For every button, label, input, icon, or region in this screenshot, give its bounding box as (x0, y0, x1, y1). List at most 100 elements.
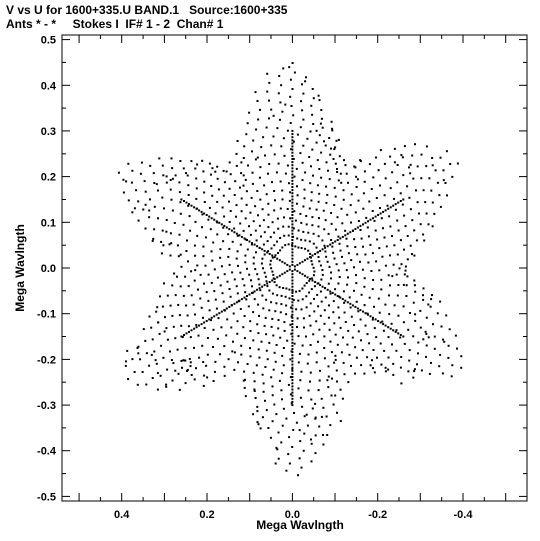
uv-point (354, 246, 357, 248)
uv-point (241, 278, 244, 281)
uv-point (170, 242, 173, 245)
uv-point (266, 72, 269, 75)
uv-point (266, 282, 269, 285)
uv-point (201, 344, 204, 347)
uv-point (291, 338, 294, 341)
uv-point (330, 239, 333, 241)
uv-point (377, 214, 380, 216)
uv-point (311, 216, 314, 219)
uv-point (233, 194, 236, 196)
uv-point (428, 372, 431, 375)
uv-point (233, 278, 236, 281)
uv-point (382, 329, 385, 332)
uv-point (228, 305, 231, 308)
uv-point (333, 361, 336, 364)
uv-point (430, 361, 432, 364)
uv-point (359, 309, 362, 312)
uv-point (131, 169, 134, 172)
uv-point (270, 144, 273, 147)
uv-point (319, 369, 321, 372)
uv-point (243, 386, 246, 389)
uv-point (298, 271, 301, 274)
uv-point (291, 260, 294, 263)
uv-point (339, 249, 342, 252)
uv-point (346, 232, 349, 235)
y-tick-label: -0.3 (37, 400, 56, 412)
uv-point (278, 75, 281, 77)
uv-point (343, 159, 345, 162)
uv-point (243, 315, 246, 317)
uv-point (263, 284, 266, 287)
uv-point (235, 152, 238, 155)
uv-point (347, 276, 349, 279)
uv-point (418, 212, 420, 215)
uv-point (291, 239, 294, 241)
uv-point (288, 268, 291, 271)
uv-point (306, 424, 309, 427)
uv-point (368, 163, 371, 166)
uv-point (256, 273, 259, 276)
uv-point (246, 122, 249, 125)
uv-point (321, 269, 324, 271)
uv-point (409, 244, 412, 247)
uv-point (228, 263, 231, 266)
uv-point (361, 349, 364, 352)
uv-point (346, 301, 349, 304)
uv-point (162, 174, 165, 177)
uv-point (291, 167, 294, 170)
uv-point (210, 250, 213, 253)
uv-point (182, 167, 185, 170)
uv-point (382, 227, 384, 230)
uv-point (212, 346, 214, 348)
uv-point (310, 191, 313, 194)
uv-point (291, 335, 294, 338)
uv-point (263, 231, 266, 234)
uv-point (334, 293, 337, 296)
uv-point (199, 297, 202, 300)
uv-point (301, 161, 304, 164)
uv-point (194, 220, 197, 223)
uv-point (166, 294, 169, 297)
uv-point (199, 273, 202, 276)
uv-point (396, 294, 399, 297)
uv-point (262, 219, 265, 222)
uv-point (438, 194, 441, 197)
uv-point (384, 324, 387, 327)
uv-point (258, 356, 261, 359)
uv-point (271, 420, 274, 423)
uv-point (256, 405, 259, 408)
uv-point (354, 372, 356, 375)
uv-point (292, 140, 295, 143)
uv-point (137, 352, 140, 355)
uv-point (362, 223, 364, 226)
uv-point (251, 150, 253, 153)
uv-point (203, 321, 206, 324)
uv-point (375, 156, 377, 159)
uv-point (343, 301, 346, 304)
uv-point (156, 372, 159, 374)
uv-point (289, 95, 292, 98)
uv-point (376, 356, 378, 359)
uv-point (257, 214, 259, 217)
uv-point (261, 257, 264, 260)
uv-point (291, 176, 294, 179)
uv-point (173, 272, 176, 275)
uv-point (343, 373, 346, 376)
uv-point (273, 153, 276, 156)
uv-point (190, 374, 193, 376)
uv-point (195, 324, 198, 326)
uv-point (328, 178, 331, 181)
uv-point (261, 373, 264, 376)
uv-point (195, 197, 198, 200)
uv-point (247, 305, 250, 308)
uv-point (211, 194, 214, 197)
uv-point (244, 254, 247, 257)
uv-point (417, 352, 419, 355)
uv-point (204, 264, 207, 267)
uv-point (247, 164, 249, 167)
uv-point (431, 157, 434, 159)
uv-point (122, 191, 125, 194)
uv-point (347, 381, 350, 384)
uv-point (433, 212, 436, 215)
uv-point (272, 135, 275, 138)
